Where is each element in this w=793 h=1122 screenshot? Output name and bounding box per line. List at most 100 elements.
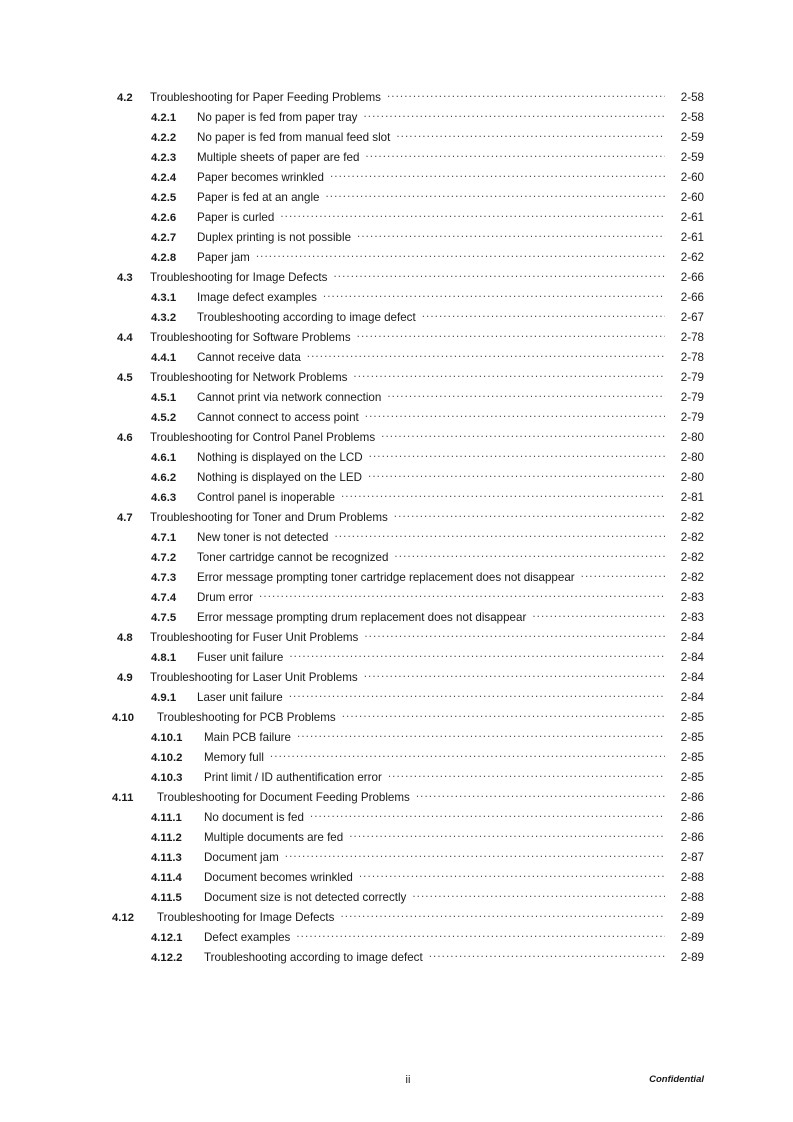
toc-entry[interactable]: 4.11.1 No document is fed 2-86 [112,808,704,828]
toc-entry[interactable]: 4.2.5 Paper is fed at an angle 2-60 [112,188,704,208]
toc-dot-leader [357,229,665,241]
toc-entry-number: 4.6 [117,432,133,444]
toc-entry-page-number: 2-88 [680,871,704,884]
toc-dot-leader [394,509,665,521]
toc-entry-page-number: 2-82 [680,511,704,524]
toc-entry-number: 4.9.1 [151,692,177,704]
toc-entry[interactable]: 4.8.1 Fuser unit failure 2-84 [112,648,704,668]
toc-entry[interactable]: 4.11 Troubleshooting for Document Feeding… [112,788,704,808]
toc-dot-leader [349,829,665,841]
toc-entry[interactable]: 4.7.3 Error message prompting toner cartr… [112,568,704,588]
toc-dot-leader [280,209,665,221]
toc-entry-page-number: 2-82 [680,531,704,544]
toc-entry[interactable]: 4.7.1 New toner is not detected 2-82 [112,528,704,548]
toc-entry[interactable]: 4.3.2 Troubleshooting according to image … [112,308,704,328]
toc-entry-label: Document size is not detected correctly [204,891,407,904]
toc-entry-page-number: 2-86 [680,791,704,804]
toc-dot-leader [357,329,665,341]
toc-entry-page-number: 2-79 [680,411,704,424]
toc-entry[interactable]: 4.2.6 Paper is curled 2-61 [112,208,704,228]
toc-entry[interactable]: 4.5.1 Cannot print via network connection… [112,388,704,408]
toc-dot-leader [285,849,665,861]
toc-entry[interactable]: 4.11.2 Multiple documents are fed 2-86 [112,828,704,848]
toc-entry-page-number: 2-60 [680,191,704,204]
toc-entry-number: 4.2.6 [151,212,177,224]
toc-entry-number: 4.5 [117,372,133,384]
toc-dot-leader [388,769,665,781]
toc-entry-number: 4.2.4 [151,172,177,184]
toc-entry-number: 4.7.5 [151,612,177,624]
toc-entry[interactable]: 4.11.5 Document size is not detected corr… [112,888,704,908]
toc-entry-page-number: 2-81 [680,491,704,504]
toc-entry[interactable]: 4.4 Troubleshooting for Software Problems… [112,328,704,348]
toc-entry-label: Document becomes wrinkled [204,871,353,884]
toc-entry[interactable]: 4.4.1 Cannot receive data 2-78 [112,348,704,368]
toc-entry-page-number: 2-83 [680,591,704,604]
toc-dot-leader [363,109,665,121]
toc-entry-label: Fuser unit failure [197,651,284,664]
toc-dot-leader [333,269,665,281]
toc-entry-number: 4.2.1 [151,112,177,124]
toc-dot-leader [364,669,665,681]
toc-entry[interactable]: 4.10 Troubleshooting for PCB Problems 2-85 [112,708,704,728]
toc-entry-number: 4.11.4 [151,872,182,884]
toc-entry-label: No document is fed [204,811,304,824]
toc-entry[interactable]: 4.9.1 Laser unit failure 2-84 [112,688,704,708]
toc-entry[interactable]: 4.6.3 Control panel is inoperable 2-81 [112,488,704,508]
toc-entry-label: Multiple sheets of paper are fed [197,151,360,164]
toc-dot-leader [323,289,665,301]
toc-entry[interactable]: 4.12.1 Defect examples 2-89 [112,928,704,948]
toc-entry[interactable]: 4.7.2 Toner cartridge cannot be recognize… [112,548,704,568]
toc-entry[interactable]: 4.2.8 Paper jam 2-62 [112,248,704,268]
toc-dot-leader [307,349,665,361]
toc-entry-page-number: 2-60 [680,171,704,184]
toc-entry[interactable]: 4.2.2 No paper is fed from manual feed sl… [112,128,704,148]
toc-entry[interactable]: 4.2.7 Duplex printing is not possible 2-61 [112,228,704,248]
toc-entry[interactable]: 4.7 Troubleshooting for Toner and Drum Pr… [112,508,704,528]
toc-entry-label: Nothing is displayed on the LED [197,471,362,484]
toc-dot-leader [422,309,665,321]
toc-entry-page-number: 2-87 [680,851,704,864]
toc-dot-leader [429,949,665,961]
toc-entry-page-number: 2-85 [680,731,704,744]
toc-entry[interactable]: 4.10.3 Print limit / ID authentification … [112,768,704,788]
toc-entry-number: 4.11.2 [151,832,182,844]
toc-entry[interactable]: 4.2.3 Multiple sheets of paper are fed 2-5… [112,148,704,168]
toc-entry[interactable]: 4.7.4 Drum error 2-83 [112,588,704,608]
toc-entry-label: No paper is fed from manual feed slot [197,131,391,144]
toc-dot-leader [365,409,665,421]
toc-entry[interactable]: 4.9 Troubleshooting for Laser Unit Proble… [112,668,704,688]
toc-entry[interactable]: 4.2 Troubleshooting for Paper Feeding Pro… [112,88,704,108]
toc-entry[interactable]: 4.7.5 Error message prompting drum replac… [112,608,704,628]
toc-entry[interactable]: 4.2.1 No paper is fed from paper tray 2-58 [112,108,704,128]
toc-entry-label: Memory full [204,751,264,764]
toc-entry[interactable]: 4.10.2 Memory full 2-85 [112,748,704,768]
toc-entry-page-number: 2-85 [680,711,704,724]
toc-entry-page-number: 2-82 [680,571,704,584]
toc-entry[interactable]: 4.6.1 Nothing is displayed on the LCD 2-80 [112,448,704,468]
toc-entry[interactable]: 4.10.1 Main PCB failure 2-85 [112,728,704,748]
toc-entry-label: Paper becomes wrinkled [197,171,324,184]
toc-entry-number: 4.8 [117,632,133,644]
toc-entry[interactable]: 4.5 Troubleshooting for Network Problems 2… [112,368,704,388]
toc-entry[interactable]: 4.3 Troubleshooting for Image Defects 2-66 [112,268,704,288]
toc-entry[interactable]: 4.8 Troubleshooting for Fuser Unit Proble… [112,628,704,648]
toc-entry-label: Error message prompting drum replacement… [197,611,527,624]
toc-entry[interactable]: 4.11.3 Document jam 2-87 [112,848,704,868]
toc-entry-number: 4.9 [117,672,133,684]
toc-entry[interactable]: 4.11.4 Document becomes wrinkled 2-88 [112,868,704,888]
toc-dot-leader [394,549,665,561]
toc-entry[interactable]: 4.2.4 Paper becomes wrinkled 2-60 [112,168,704,188]
toc-dot-leader [353,369,665,381]
toc-entry[interactable]: 4.6 Troubleshooting for Control Panel Pro… [112,428,704,448]
toc-entry-number: 4.4.1 [151,352,177,364]
toc-entry[interactable]: 4.12.2 Troubleshooting according to image… [112,948,704,968]
toc-entry[interactable]: 4.12 Troubleshooting for Image Defects 2-8… [112,908,704,928]
toc-dot-leader [259,589,665,601]
toc-entry-number: 4.12 [112,912,134,924]
toc-entry[interactable]: 4.5.2 Cannot connect to access point 2-79 [112,408,704,428]
toc-entry-number: 4.5.1 [151,392,177,404]
toc-entry-number: 4.2.7 [151,232,177,244]
toc-entry[interactable]: 4.6.2 Nothing is displayed on the LED 2-80 [112,468,704,488]
toc-entry[interactable]: 4.3.1 Image defect examples 2-66 [112,288,704,308]
